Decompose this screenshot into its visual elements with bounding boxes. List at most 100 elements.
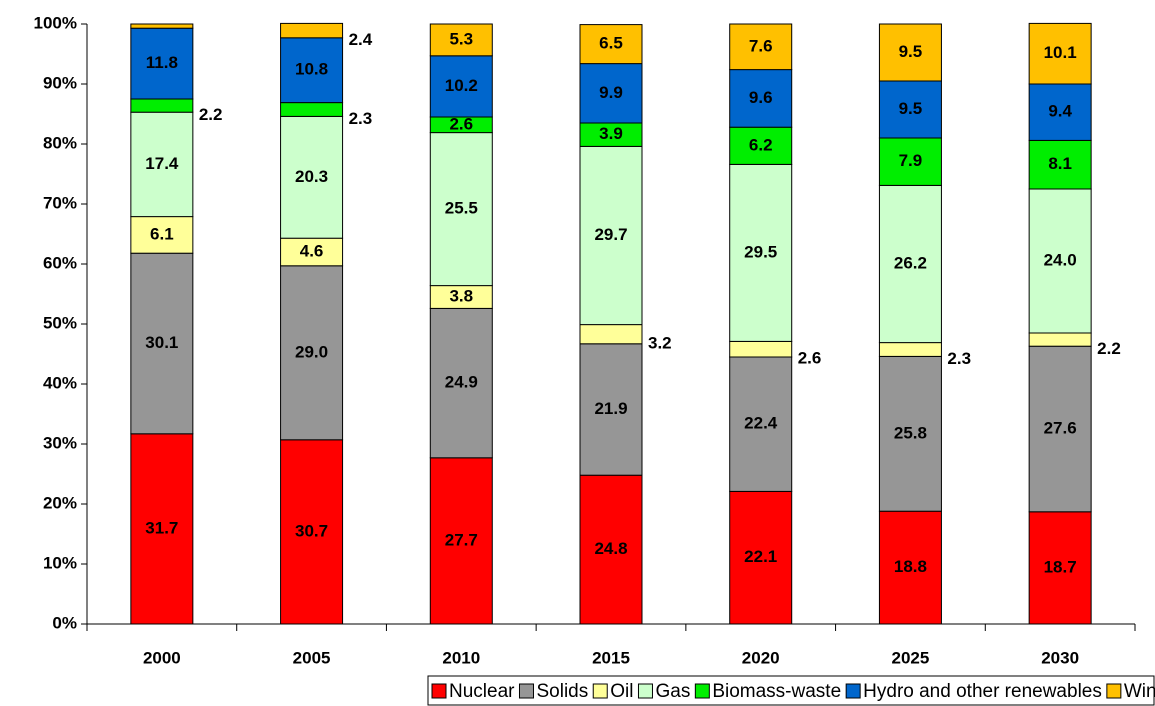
data-label: 29.0 <box>295 342 328 361</box>
bar-segment <box>130 216 194 254</box>
bar-segment <box>878 23 942 82</box>
bar-segment <box>579 24 643 65</box>
data-label: 30.1 <box>145 333 178 352</box>
x-tick-label: 2030 <box>1041 648 1079 667</box>
data-label: 6.2 <box>749 135 773 154</box>
data-label: 6.1 <box>150 224 174 243</box>
bar-segment <box>878 80 942 139</box>
bar-segment <box>280 265 344 441</box>
bar-segment <box>878 137 942 186</box>
data-label: 29.5 <box>744 242 777 261</box>
y-tick-label: 10% <box>43 553 77 572</box>
bar-segment <box>280 115 344 239</box>
bar-segment <box>579 474 643 625</box>
bar-segment <box>1028 345 1092 513</box>
bar-segment <box>729 356 793 492</box>
data-label: 7.6 <box>749 36 773 55</box>
bar-segment <box>429 55 493 118</box>
bar-segment <box>579 343 643 476</box>
y-tick-label: 50% <box>43 313 77 332</box>
x-tick-label: 2015 <box>592 648 630 667</box>
data-label: 2.4 <box>349 30 373 49</box>
y-tick-label: 90% <box>43 73 77 92</box>
bar-segment <box>1028 511 1092 625</box>
bar-segment <box>280 22 344 39</box>
bar-segment <box>280 237 344 267</box>
y-tick-label: 100% <box>34 13 77 32</box>
bar-segment <box>130 27 194 100</box>
bar-segment <box>579 63 643 124</box>
y-tick-label: 80% <box>43 133 77 152</box>
bar-segment <box>729 490 793 625</box>
data-label: 24.8 <box>594 539 627 558</box>
bar-segment <box>130 98 194 113</box>
data-label: 20.3 <box>295 167 328 186</box>
data-label: 2.2 <box>199 105 223 124</box>
data-label: 21.9 <box>594 399 627 418</box>
data-label: 24.0 <box>1044 250 1077 269</box>
data-label: 22.4 <box>744 414 778 433</box>
data-label: 25.8 <box>894 423 927 442</box>
bar-segment <box>729 23 793 71</box>
data-label: 9.5 <box>899 99 923 118</box>
data-label: 30.7 <box>295 521 328 540</box>
data-label: 27.7 <box>445 530 478 549</box>
legend-swatch <box>637 683 653 699</box>
bar-segment <box>280 102 344 117</box>
data-label: 2.6 <box>798 349 822 368</box>
bar-segment <box>729 126 793 165</box>
data-label: 6.5 <box>599 34 623 53</box>
data-label: 7.9 <box>899 151 923 170</box>
bar-segment <box>1028 22 1092 85</box>
y-tick-label: 0% <box>52 613 77 632</box>
x-tick-label: 2010 <box>442 648 480 667</box>
bar-segment <box>579 324 643 345</box>
x-tick-label: 2020 <box>742 648 780 667</box>
data-label: 3.9 <box>599 124 623 143</box>
bar-segment <box>429 307 493 459</box>
data-label: 27.6 <box>1044 418 1077 437</box>
bar-segment <box>130 111 194 218</box>
bar-segment <box>429 457 493 625</box>
data-label: 9.6 <box>749 88 773 107</box>
data-label: 2.3 <box>947 349 971 368</box>
legend-label: Solids <box>536 681 588 702</box>
y-tick-label: 40% <box>43 373 77 392</box>
legend-label: Nuclear <box>449 681 515 702</box>
legend-swatch <box>694 683 710 699</box>
legend-swatch <box>592 683 608 699</box>
legend-label: Gas <box>655 681 690 702</box>
y-tick-label: 20% <box>43 493 77 512</box>
data-label: 3.8 <box>449 286 473 305</box>
data-label: 2.2 <box>1097 339 1121 358</box>
bar-segment <box>280 37 344 104</box>
data-label: 9.5 <box>899 42 923 61</box>
data-label: 10.2 <box>445 76 478 95</box>
legend-label: Wind energy <box>1124 681 1155 702</box>
bar-segment <box>729 340 793 358</box>
legend-swatch <box>1106 683 1122 699</box>
legend-label: Biomass-waste <box>712 681 841 702</box>
data-label: 22.1 <box>744 547 777 566</box>
y-tick-label: 60% <box>43 253 77 272</box>
x-tick-label: 2000 <box>143 648 181 667</box>
bar-segment <box>878 355 942 512</box>
legend-label: Hydro and other renewables <box>863 681 1102 702</box>
bar-segment <box>729 69 793 128</box>
legend-label: Oil <box>610 681 633 702</box>
bar-segment <box>878 184 942 344</box>
data-label: 26.2 <box>894 253 927 272</box>
data-label: 8.1 <box>1048 154 1072 173</box>
legend-swatch <box>845 683 861 699</box>
data-label: 18.7 <box>1044 557 1077 576</box>
data-label: 31.7 <box>145 518 178 537</box>
bar-segment <box>579 145 643 326</box>
bar-segment <box>429 23 493 57</box>
y-tick-label: 30% <box>43 433 77 452</box>
legend-swatch <box>431 683 447 699</box>
bar-segment <box>878 342 942 357</box>
bar-segment <box>130 252 194 435</box>
bar-segment <box>729 163 793 342</box>
bar-segment <box>1028 139 1092 190</box>
y-tick-label: 70% <box>43 193 77 212</box>
